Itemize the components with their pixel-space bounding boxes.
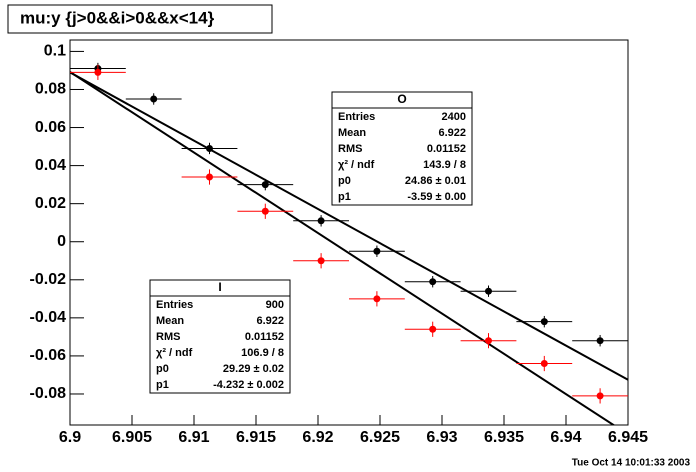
stats-value: 106.9 / 8 bbox=[241, 347, 284, 359]
data-point bbox=[540, 360, 548, 368]
timestamp: Tue Oct 14 10:01:33 2003 bbox=[572, 458, 691, 469]
data-point bbox=[596, 337, 604, 345]
x-tick-label: 6.91 bbox=[178, 429, 209, 446]
stats-value: 0.01152 bbox=[245, 331, 284, 343]
data-point bbox=[485, 287, 492, 295]
stats-box bbox=[149, 279, 291, 394]
stats-title: I bbox=[218, 280, 221, 294]
stats-value: -4.232 ± 0.002 bbox=[213, 379, 284, 391]
data-point bbox=[261, 181, 269, 189]
stats-label: Entries bbox=[156, 299, 193, 311]
stats-label: Mean bbox=[338, 127, 366, 139]
y-tick-label: -0.06 bbox=[30, 347, 67, 364]
data-point bbox=[373, 295, 381, 303]
y-tick-label: 0.06 bbox=[35, 119, 66, 136]
x-tick-label: 6.93 bbox=[426, 429, 457, 446]
data-point bbox=[596, 392, 604, 400]
stats-value: 900 bbox=[266, 299, 284, 311]
stats-label: p1 bbox=[338, 191, 351, 203]
x-tick-label: 6.925 bbox=[360, 429, 400, 446]
data-point bbox=[261, 207, 269, 215]
stats-label: χ² / ndf bbox=[156, 347, 193, 359]
y-tick-label: -0.02 bbox=[30, 271, 67, 288]
chart-title: mu:y {j>0&&i>0&&x<14} bbox=[20, 8, 215, 27]
x-tick-label: 6.9 bbox=[59, 429, 81, 446]
data-point bbox=[94, 68, 102, 76]
stats-value: 6.922 bbox=[256, 315, 284, 327]
x-tick-label: 6.92 bbox=[302, 429, 333, 446]
stats-label: Entries bbox=[338, 111, 375, 123]
x-tick-label: 6.915 bbox=[236, 429, 276, 446]
data-point bbox=[429, 325, 437, 333]
plot-area bbox=[70, 62, 628, 425]
data-point bbox=[317, 217, 325, 225]
stats-label: RMS bbox=[156, 331, 180, 343]
fit-line bbox=[70, 71, 616, 425]
y-tick-label: 0.04 bbox=[35, 157, 66, 174]
stats-value: 0.01152 bbox=[427, 143, 466, 155]
data-point bbox=[206, 173, 213, 181]
stats-label: RMS bbox=[338, 143, 362, 155]
y-tick-label: -0.04 bbox=[30, 309, 67, 326]
stats-value: 6.922 bbox=[438, 127, 466, 139]
stats-value: 143.9 / 8 bbox=[423, 159, 466, 171]
stats-label: p0 bbox=[156, 363, 169, 375]
data-point bbox=[429, 278, 437, 286]
x-tick-label: 6.935 bbox=[484, 429, 524, 446]
title-box bbox=[7, 4, 273, 34]
stats-value: -3.59 ± 0.00 bbox=[407, 191, 466, 203]
stats-value: 29.29 ± 0.02 bbox=[223, 363, 284, 375]
x-tick-label: 6.94 bbox=[550, 429, 581, 446]
data-point bbox=[540, 318, 548, 326]
stats-label: p1 bbox=[156, 379, 169, 391]
data-point bbox=[373, 247, 381, 255]
y-tick-label: 0.02 bbox=[35, 195, 66, 212]
fit-line bbox=[70, 71, 628, 381]
x-tick-label: 6.905 bbox=[112, 429, 152, 446]
stats-value: 2400 bbox=[442, 111, 466, 123]
y-tick-label: 0.1 bbox=[44, 43, 66, 60]
x-tick-label: 6.945 bbox=[608, 429, 648, 446]
y-tick-label: -0.08 bbox=[30, 385, 67, 402]
data-point bbox=[485, 337, 492, 345]
stats-label: χ² / ndf bbox=[338, 159, 375, 171]
stats-box bbox=[331, 91, 473, 206]
data-point bbox=[206, 144, 213, 152]
stats-label: Mean bbox=[156, 315, 184, 327]
stats-label: p0 bbox=[338, 175, 351, 187]
frame bbox=[69, 39, 629, 426]
y-tick-label: 0 bbox=[57, 233, 66, 250]
stats-value: 24.86 ± 0.01 bbox=[405, 175, 466, 187]
data-point bbox=[150, 95, 158, 103]
y-tick-label: 0.08 bbox=[35, 81, 66, 98]
data-point bbox=[317, 257, 325, 265]
stats-title: O bbox=[397, 92, 406, 106]
